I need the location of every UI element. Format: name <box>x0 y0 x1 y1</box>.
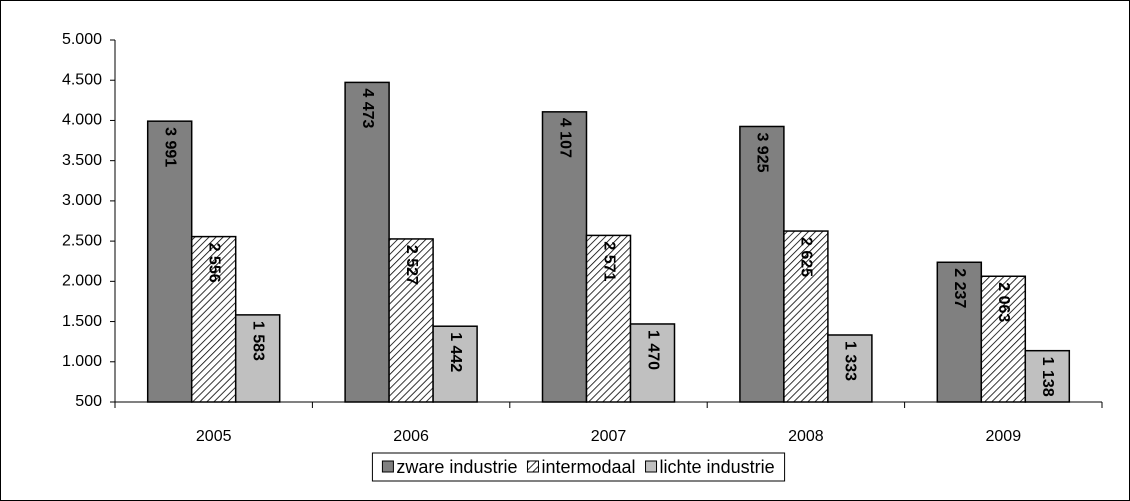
bar <box>1024 349 1071 403</box>
bar <box>541 111 588 403</box>
data-label: 3 991 <box>161 127 178 167</box>
legend-label: zware industrie <box>396 457 517 477</box>
data-label: 2 237 <box>951 268 968 308</box>
x-tick-label: 2007 <box>591 428 627 445</box>
bar <box>432 325 478 403</box>
x-tick-label: 2006 <box>393 428 429 445</box>
bar <box>344 81 390 403</box>
data-label: 3 925 <box>754 132 771 172</box>
y-tick-label: 1.000 <box>62 353 102 370</box>
data-label: 2 571 <box>600 241 617 281</box>
y-tick-label: 4.000 <box>62 112 102 129</box>
data-label: 1 138 <box>1039 357 1056 397</box>
bar <box>146 120 193 403</box>
legend-swatch <box>526 460 539 473</box>
bar <box>739 125 785 403</box>
y-tick-label: 5.000 <box>62 31 102 48</box>
legend-swatch <box>645 460 658 473</box>
data-label: 2 625 <box>798 237 815 277</box>
x-tick-label: 2009 <box>986 428 1022 445</box>
bar <box>234 314 281 403</box>
legend-swatch <box>381 460 394 473</box>
bar <box>629 323 676 403</box>
data-label: 2 556 <box>205 243 222 283</box>
bar <box>388 238 434 403</box>
data-label: 4 473 <box>359 88 376 128</box>
x-tick-label: 2008 <box>788 428 824 445</box>
data-label: 2 063 <box>995 282 1012 322</box>
data-label: 2 527 <box>403 245 420 285</box>
bar <box>936 261 983 403</box>
data-label: 1 583 <box>249 321 266 361</box>
y-tick-label: 3.000 <box>62 192 102 209</box>
legend-box <box>371 452 786 482</box>
y-tick-label: 1.500 <box>62 313 102 330</box>
data-label: 4 107 <box>556 118 573 158</box>
data-label: 1 470 <box>644 330 661 370</box>
y-tick-label: 3.500 <box>62 152 102 169</box>
y-tick-label: 2.000 <box>62 273 102 290</box>
data-label: 1 442 <box>447 332 464 372</box>
y-tick-label: 2.500 <box>62 232 102 249</box>
bar <box>827 334 873 403</box>
legend-label: intermodaal <box>541 457 635 477</box>
x-tick-label: 2005 <box>196 428 232 445</box>
legend-label: lichte industrie <box>660 457 775 477</box>
y-tick-label: 500 <box>75 393 102 410</box>
bar <box>980 275 1027 403</box>
data-label: 1 333 <box>842 341 859 381</box>
y-tick-label: 4.500 <box>62 71 102 88</box>
